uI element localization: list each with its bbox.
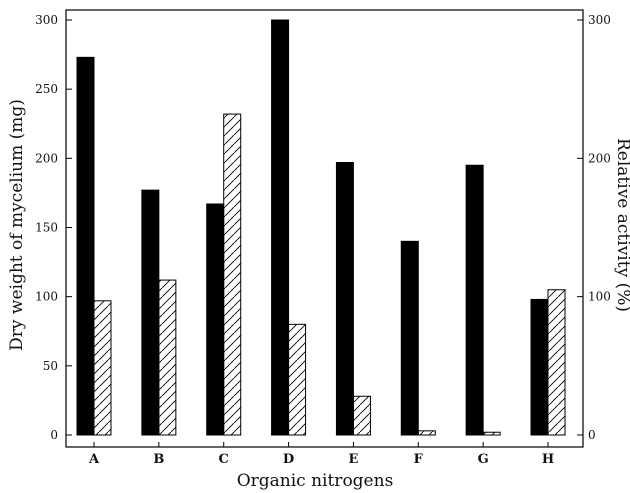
x-tick-label: H [542,452,554,467]
y-tick-label: 150 [35,221,58,235]
y-tick-label: 50 [43,359,58,373]
y2-tick-label: 0 [588,428,596,442]
bar-dry-weight [335,161,354,436]
y-tick-label: 250 [35,82,58,96]
bar-dry-weight [206,203,225,436]
bar-dry-weight [76,56,95,436]
x-tick-label: E [348,452,358,467]
x-tick-label: G [478,452,489,467]
bar-relative-activity [482,431,501,436]
x-tick-label: C [219,452,229,467]
bar-dry-weight [400,240,419,436]
bar-relative-activity [547,289,566,436]
y2-tick-label: 200 [588,151,611,165]
y-axis-title: Dry weight of mycelium (mg) [7,99,27,351]
x-tick-label: B [153,452,164,467]
y-tick-label: 300 [35,13,58,27]
y-tick-label: 200 [35,151,58,165]
y-tick-label: 100 [35,290,58,304]
bar-dry-weight [141,189,160,436]
bar-relative-activity [352,395,371,436]
x-tick-label: F [414,452,424,467]
bar-relative-activity [223,113,242,436]
y2-tick-label: 300 [588,13,611,27]
x-axis-title: Organic nitrogens [237,471,394,491]
plot-area: 0 50 100 150 200 250 300 0 100 200 300 A B C D E F G H [35,9,611,467]
bar-dry-weight [530,298,549,436]
x-tick-label: A [88,452,100,467]
y2-axis-title: Relative activity (%) [613,138,630,312]
bar-relative-activity [93,300,112,436]
bar-relative-activity [417,430,436,436]
plot-frame [65,9,584,448]
y2-tick-label: 100 [588,290,611,304]
bar-relative-activity [288,323,307,436]
bar-relative-activity [158,279,177,436]
bar-dry-weight [465,164,484,436]
bar-dry-weight [271,19,290,436]
x-tick-label: D [283,452,294,467]
y-tick-label: 0 [50,428,58,442]
